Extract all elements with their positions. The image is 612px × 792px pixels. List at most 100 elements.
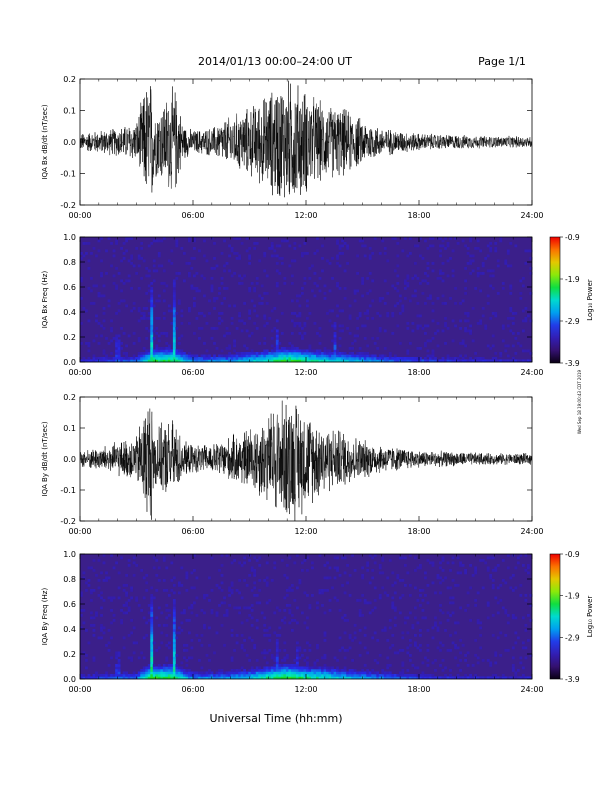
spectrogram-cell	[92, 624, 96, 627]
spectrogram-cell	[152, 264, 156, 268]
spectrogram-cell	[366, 309, 370, 313]
spectrogram-cell	[506, 317, 510, 320]
spectrogram-cell	[381, 571, 385, 575]
spectrogram-cell	[338, 264, 342, 268]
spectrogram-cell	[95, 319, 98, 323]
spectrogram-cell	[220, 312, 224, 315]
spectrogram-cell	[90, 676, 93, 680]
spectrogram-cell	[137, 359, 141, 363]
spectrogram-cell	[321, 604, 324, 607]
spectrogram-cell	[102, 561, 106, 565]
spectrogram-cell	[248, 287, 252, 290]
spectrogram-cell	[419, 237, 422, 240]
spectrogram-cell	[260, 611, 264, 615]
spectrogram-cell	[140, 671, 144, 675]
spectrogram-cell	[180, 334, 184, 338]
spectrogram-cell	[363, 676, 367, 680]
spectrogram-cell	[235, 674, 239, 677]
spectrogram-cell	[220, 359, 224, 363]
spectrogram-cell	[275, 262, 279, 265]
spectrogram-cell	[182, 352, 186, 355]
spectrogram-cell	[223, 264, 226, 268]
spectrogram-cell	[326, 666, 329, 670]
spectrogram-cell	[90, 252, 93, 255]
spectrogram-cell	[499, 359, 503, 363]
spectrogram-cell	[439, 581, 442, 585]
spectrogram-cell	[496, 564, 500, 567]
spectrogram-cell	[461, 644, 465, 647]
spectrogram-cell	[240, 282, 244, 285]
spectrogram-cell	[245, 619, 249, 622]
spectrogram-cell	[147, 354, 151, 358]
spectrogram-cell	[167, 347, 171, 350]
spectrogram-cell	[426, 324, 430, 328]
spectrogram-cell	[326, 669, 329, 672]
spectrogram-cell	[182, 611, 186, 615]
spectrogram-cell	[439, 676, 442, 680]
spectrogram-cell	[172, 606, 176, 610]
spectrogram-cell	[474, 571, 478, 575]
spectrogram-cell	[157, 624, 161, 627]
spectrogram-cell	[85, 659, 88, 662]
spectrogram-cell	[529, 257, 533, 260]
spectrogram-cell	[155, 669, 159, 672]
spectrogram-cell	[107, 676, 111, 680]
spectrogram-cell	[210, 609, 214, 612]
spectrogram-cell	[162, 674, 166, 677]
spectrogram-cell	[150, 294, 154, 298]
spectrogram-cell	[386, 259, 390, 263]
spectrogram-cell	[220, 671, 224, 675]
spectrogram-cell	[125, 354, 129, 358]
spectrogram-cell	[170, 359, 174, 363]
spectrogram-cell	[290, 347, 294, 350]
y-tick-label: 0.2	[63, 393, 76, 402]
spectrogram-cell	[496, 636, 500, 640]
colorbar-tick-label: -3.9	[565, 675, 580, 684]
spectrogram-cell	[338, 636, 342, 640]
spectrogram-cell	[235, 676, 239, 680]
spectrogram-cell	[403, 556, 407, 560]
spectrogram-cell	[210, 337, 214, 340]
spectrogram-cell	[388, 674, 392, 677]
spectrogram-cell	[481, 307, 485, 310]
spectrogram-cell	[140, 312, 144, 315]
spectrogram-cell	[321, 666, 324, 670]
spectrogram-cell	[413, 616, 417, 620]
spectrogram-cell	[245, 237, 249, 240]
spectrogram-cell	[273, 611, 277, 615]
spectrogram-cell	[386, 312, 390, 315]
spectrogram-cell	[514, 671, 518, 675]
spectrogram-cell	[328, 289, 332, 293]
spectrogram-cell	[454, 621, 457, 625]
spectrogram-cell	[253, 669, 257, 672]
spectrogram-cell	[300, 674, 304, 677]
spectrogram-cell	[456, 584, 460, 587]
spectrogram-cell	[190, 257, 194, 260]
spectrogram-cell	[511, 666, 515, 670]
spectrogram-cell	[105, 644, 108, 647]
spectrogram-cell	[486, 659, 490, 662]
spectrogram-cell	[140, 359, 144, 363]
spectrogram-cell	[348, 634, 352, 637]
spectrogram-cell	[303, 322, 307, 325]
spectrogram-cell	[210, 277, 214, 280]
spectrogram-cell	[486, 344, 490, 348]
spectrogram-cell	[250, 609, 254, 612]
spectrogram-cell	[145, 674, 149, 677]
spectrogram-cell	[413, 262, 417, 265]
spectrogram-cell	[180, 322, 184, 325]
spectrogram-cell	[170, 354, 174, 358]
spectrogram-cell	[155, 559, 159, 562]
spectrogram-cell	[117, 272, 121, 275]
spectrogram-cell	[125, 594, 129, 597]
spectrogram-cell	[150, 349, 154, 353]
spectrogram-cell	[230, 659, 234, 662]
spectrogram-cell	[162, 347, 166, 350]
spectrogram-cell	[238, 274, 242, 278]
spectrogram-cell	[190, 639, 194, 642]
spectrogram-cell	[388, 619, 392, 622]
spectrogram-cell	[386, 576, 390, 580]
spectrogram-cell	[200, 327, 204, 330]
spectrogram-cell	[454, 644, 457, 647]
spectrogram-cell	[142, 656, 146, 660]
